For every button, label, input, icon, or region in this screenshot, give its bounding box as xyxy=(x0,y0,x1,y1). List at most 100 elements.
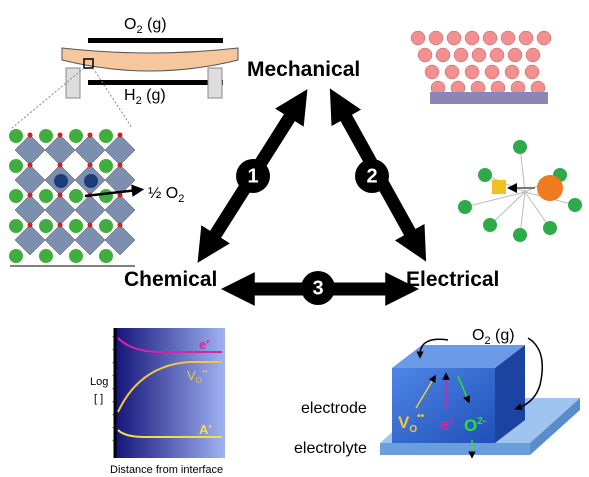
a-site-atom xyxy=(54,174,68,188)
a-site-atom xyxy=(69,189,83,203)
vacancy-arrow xyxy=(415,374,436,409)
defect-cluster xyxy=(458,140,582,242)
support xyxy=(207,67,223,99)
species-label: O2- xyxy=(464,416,486,435)
charge-mark: + xyxy=(112,358,117,368)
hub-label: Mechanical xyxy=(247,58,360,81)
vacancy-curve xyxy=(117,361,222,413)
bond xyxy=(524,191,551,229)
a-site-atom xyxy=(9,189,23,203)
species-label: e′ xyxy=(440,415,454,434)
a-site-atom xyxy=(69,129,83,143)
zoom-box xyxy=(83,58,94,69)
link-badge xyxy=(301,271,335,305)
electrode-top xyxy=(392,345,525,368)
charge-mark: + xyxy=(112,410,117,420)
atom xyxy=(513,140,527,154)
atom xyxy=(478,168,492,182)
a-site-atom xyxy=(69,249,83,263)
oxygen-atom xyxy=(87,162,93,168)
acceptor-curve xyxy=(117,429,222,438)
atom xyxy=(536,30,552,46)
vacancy-cube xyxy=(492,180,506,194)
a-site-atom xyxy=(84,174,98,188)
atom xyxy=(568,198,582,212)
oxygen-atom xyxy=(27,162,33,168)
bond xyxy=(489,191,526,226)
oxygen-atom xyxy=(117,192,123,198)
atom xyxy=(524,64,540,80)
a-site-atom xyxy=(99,129,113,143)
oxygen-atom xyxy=(117,162,123,168)
gas-arrow xyxy=(416,338,449,359)
charge-mark: + xyxy=(112,423,117,433)
atom xyxy=(482,30,498,46)
atom xyxy=(504,64,520,80)
a-site-atom xyxy=(39,249,53,263)
charge-mark: + xyxy=(112,345,117,355)
atom xyxy=(543,221,557,235)
charge-mark: + xyxy=(112,332,117,342)
a-site-atom xyxy=(39,219,53,233)
y-unit: [ ] xyxy=(94,393,103,405)
oxygen-atom xyxy=(57,162,63,168)
atom xyxy=(435,47,451,63)
oxygen-atom xyxy=(87,222,93,228)
atom xyxy=(410,30,426,46)
electrode-side xyxy=(495,345,525,443)
surface-lattice xyxy=(410,30,552,96)
atom xyxy=(428,30,444,46)
atom xyxy=(453,47,469,63)
bond xyxy=(519,146,526,193)
curve-label: A′ xyxy=(199,422,212,437)
atom xyxy=(424,64,440,80)
plate xyxy=(88,38,223,43)
curve-label: VO•• xyxy=(187,367,208,385)
oxygen-atom xyxy=(87,132,93,138)
atom xyxy=(444,64,460,80)
octahedron xyxy=(104,224,136,256)
atom xyxy=(513,228,527,242)
layer-label: electrolyte xyxy=(294,440,367,457)
charge-mark: + xyxy=(112,384,117,394)
charge-mark: + xyxy=(112,436,117,446)
a-site-atom xyxy=(39,189,53,203)
oxygen-atom xyxy=(57,132,63,138)
electrolyte-side xyxy=(530,398,580,455)
electrode-front xyxy=(392,368,495,443)
x-label: Distance from interface xyxy=(110,464,223,476)
oxygen-atom xyxy=(57,222,63,228)
gas-label: O2 (g) xyxy=(124,16,167,36)
a-site-atom xyxy=(9,249,23,263)
oxygen-atom xyxy=(27,132,33,138)
a-site-atom xyxy=(69,219,83,233)
curve-label: e′ xyxy=(199,337,209,352)
gas-label: H2 (g) xyxy=(124,87,166,107)
electrolyte-front xyxy=(380,443,530,455)
atom xyxy=(458,200,472,214)
octahedron xyxy=(74,224,106,256)
electron-curve xyxy=(117,337,222,353)
support xyxy=(65,67,81,99)
link-badge xyxy=(355,159,389,193)
a-site-atom xyxy=(99,159,113,173)
a-site-atom xyxy=(9,129,23,143)
membrane xyxy=(61,47,239,72)
atom xyxy=(489,47,505,63)
link-badge xyxy=(236,159,270,193)
atom xyxy=(484,64,500,80)
oxygen-atom xyxy=(27,222,33,228)
oxygen-atom xyxy=(117,132,123,138)
a-site-atom xyxy=(9,219,23,233)
a-site-atom xyxy=(99,219,113,233)
atom xyxy=(446,30,462,46)
charge-mark: + xyxy=(112,371,117,381)
atom xyxy=(500,30,516,46)
a-site-atom xyxy=(9,159,23,173)
a-site-atom xyxy=(99,249,113,263)
atom xyxy=(483,218,497,232)
octahedron xyxy=(44,224,76,256)
species-label: VO•• xyxy=(398,411,425,435)
hub-label: Electrical xyxy=(406,268,499,291)
